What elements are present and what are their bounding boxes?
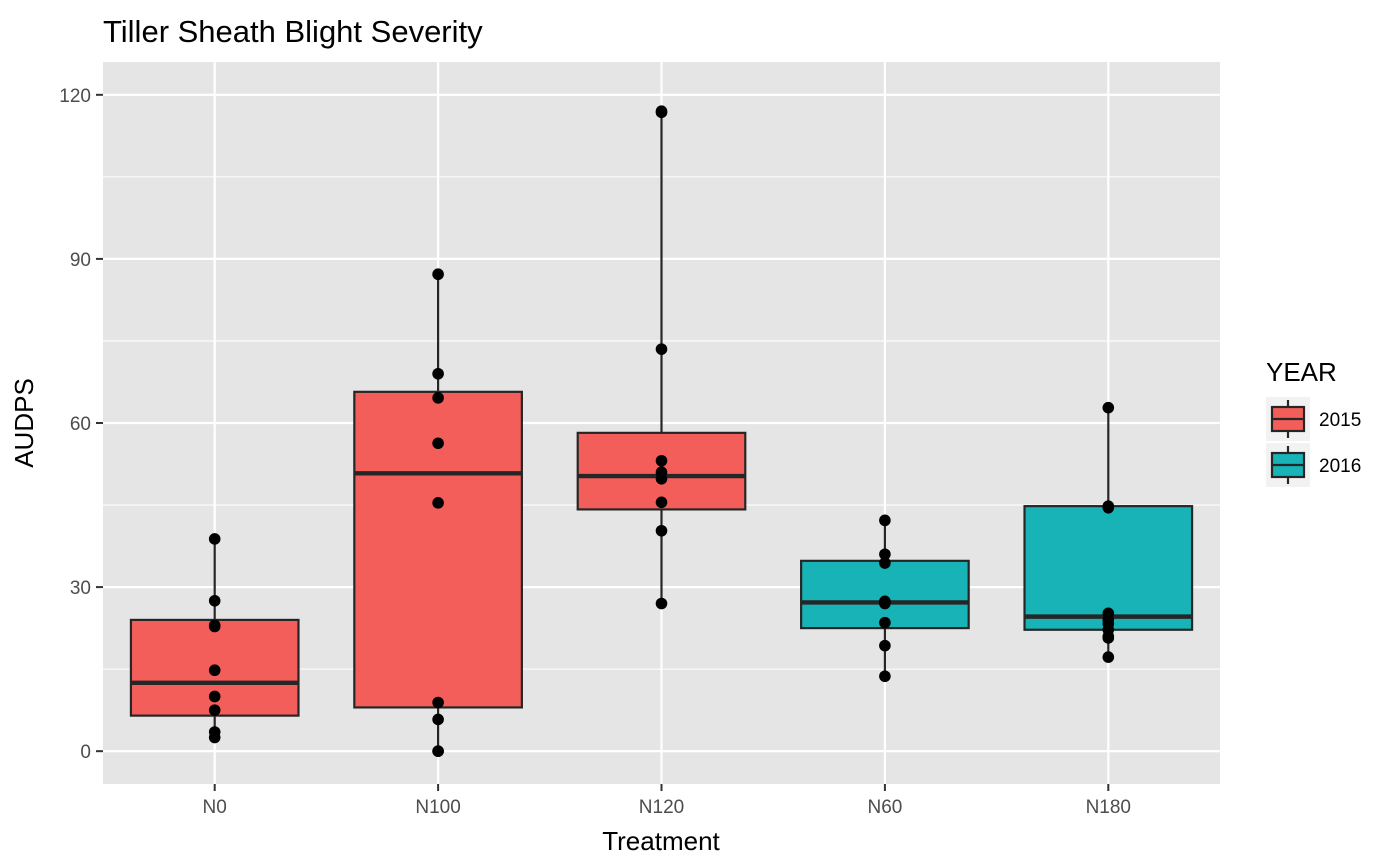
x-tick-label: N60 <box>867 797 902 818</box>
data-point <box>208 594 221 607</box>
points <box>208 105 1115 757</box>
data-point <box>1102 632 1115 644</box>
data-point <box>655 524 668 537</box>
data-point <box>655 106 668 119</box>
data-point <box>208 690 221 703</box>
x-tick-label: N120 <box>639 797 684 818</box>
x-axis-title: Treatment <box>602 826 720 856</box>
data-point <box>432 713 444 726</box>
data-point <box>655 472 668 485</box>
data-point <box>655 496 668 509</box>
data-point <box>655 343 668 355</box>
data-point <box>879 597 891 610</box>
legend-key-2015 <box>1266 397 1310 441</box>
x-tick-label: N0 <box>203 797 227 818</box>
data-point <box>879 616 891 629</box>
data-point <box>432 745 444 757</box>
data-point <box>655 454 668 467</box>
legend-label: 2015 <box>1319 410 1361 431</box>
x-tick-label: N100 <box>415 797 460 818</box>
legend: YEAR 2015 2016 <box>1266 357 1361 487</box>
data-point <box>208 620 221 633</box>
data-point <box>208 664 221 677</box>
data-point <box>879 548 891 561</box>
data-point <box>1102 651 1115 663</box>
y-tick-label: 60 <box>70 414 91 435</box>
data-point <box>432 696 444 709</box>
y-tick-label: 30 <box>70 578 91 599</box>
data-point <box>432 367 444 380</box>
y-tick-label: 0 <box>80 742 91 763</box>
data-point <box>432 497 444 509</box>
y-tick-label: 120 <box>59 86 91 107</box>
legend-label: 2016 <box>1319 456 1361 477</box>
data-point <box>432 437 444 450</box>
data-point <box>432 268 444 281</box>
data-point <box>1102 501 1115 514</box>
data-point <box>208 731 221 744</box>
chart-title: Tiller Sheath Blight Severity <box>103 14 483 49</box>
data-point <box>432 392 444 404</box>
legend-title: YEAR <box>1266 357 1337 387</box>
legend-key-2016 <box>1266 443 1310 487</box>
data-point <box>655 597 668 610</box>
x-axis: N0 N100 N120 N60 N180 <box>203 784 1131 818</box>
data-point <box>208 533 221 545</box>
y-axis-title: AUDPS <box>9 378 39 468</box>
data-point <box>879 670 891 683</box>
x-tick-label: N180 <box>1086 797 1131 818</box>
y-axis: 0 30 60 90 120 <box>59 86 103 763</box>
data-point <box>879 514 891 527</box>
data-point <box>208 704 221 716</box>
data-point <box>1102 401 1115 414</box>
y-tick-label: 90 <box>70 250 91 271</box>
data-point <box>879 639 891 652</box>
data-point <box>879 557 891 569</box>
